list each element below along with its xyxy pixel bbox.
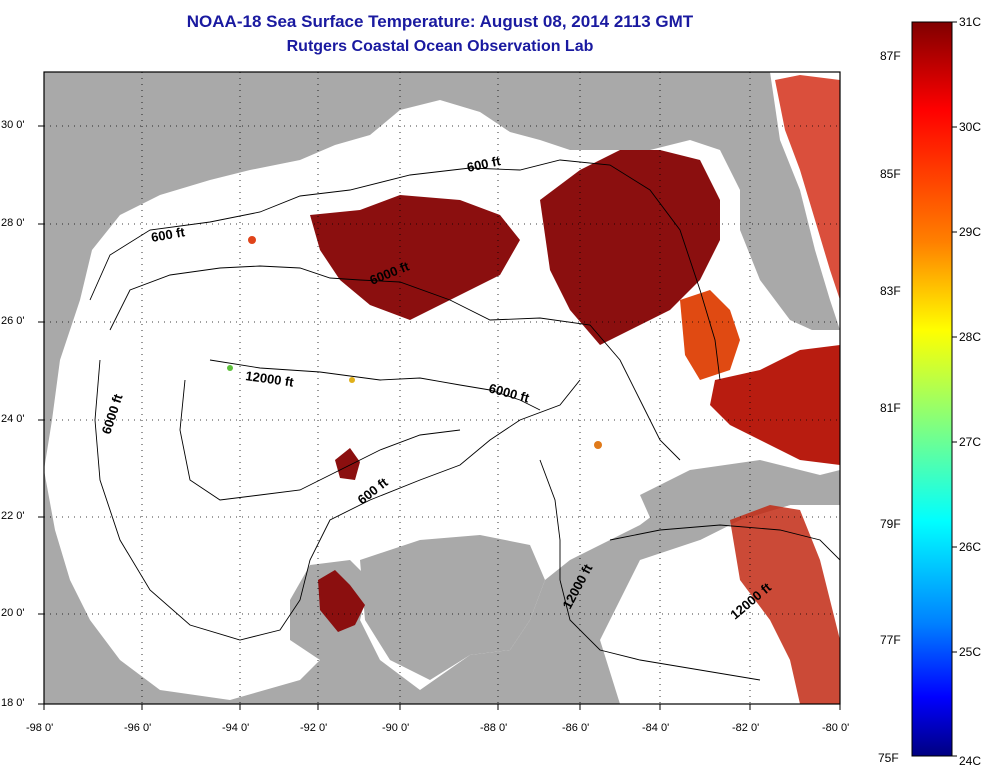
- cbar-label-f: 81F: [880, 401, 901, 415]
- contour-label: 12000 ft: [245, 368, 296, 390]
- cbar-label-f: 77F: [880, 633, 901, 647]
- yucatan-land: [360, 535, 545, 680]
- map-title: NOAA-18 Sea Surface Temperature: August …: [186, 12, 694, 31]
- lat-label: 30 0': [1, 119, 25, 131]
- cuba-land: [640, 460, 840, 540]
- colorbar-labels: 31C 30C 29C 28C 27C 26C 25C 24C 87F 85F …: [878, 15, 981, 768]
- cbar-label-c: 27C: [959, 435, 981, 449]
- cbar-label-f: 75F: [878, 751, 899, 765]
- lon-label: -96 0': [124, 722, 152, 734]
- colorbar-ticks: [952, 21, 957, 757]
- sst-data-patches: [227, 75, 840, 704]
- lon-label: -80 0': [822, 722, 850, 734]
- cbar-label-c: 28C: [959, 330, 981, 344]
- lat-label: 20 0': [1, 607, 25, 619]
- lon-label: -88 0': [480, 722, 508, 734]
- lat-label: 22 0': [1, 510, 25, 522]
- lon-label: -90 0': [382, 722, 410, 734]
- cbar-label-c: 31C: [959, 15, 981, 29]
- lat-label: 26 0': [1, 315, 25, 327]
- cbar-label-c: 26C: [959, 540, 981, 554]
- colorbar: [911, 21, 953, 757]
- lon-label: -82 0': [732, 722, 760, 734]
- lon-label: -92 0': [300, 722, 328, 734]
- contour-label: 600 ft: [150, 224, 187, 245]
- cbar-label-f: 79F: [880, 517, 901, 531]
- cbar-label-f: 87F: [880, 49, 901, 63]
- contour-label: 600 ft: [466, 153, 503, 175]
- graticule: [44, 72, 840, 704]
- lat-label: 24 0': [1, 413, 25, 425]
- axis-ticks: [38, 125, 841, 710]
- lon-label: -86 0': [562, 722, 590, 734]
- cbar-label-c: 29C: [959, 225, 981, 239]
- lon-label: -94 0': [222, 722, 250, 734]
- map-frame: [43, 71, 841, 705]
- lat-label: 18 0': [1, 697, 25, 709]
- lon-label: -98 0': [26, 722, 54, 734]
- cbar-label-f: 85F: [880, 167, 901, 181]
- cbar-label-c: 25C: [959, 645, 981, 659]
- cbar-label-c: 24C: [959, 754, 981, 768]
- lon-label: -84 0': [642, 722, 670, 734]
- cbar-label-c: 30C: [959, 120, 981, 134]
- cbar-label-f: 83F: [880, 284, 901, 298]
- map-subtitle: Rutgers Coastal Ocean Observation Lab: [286, 38, 594, 55]
- lat-label: 28 0': [1, 217, 25, 229]
